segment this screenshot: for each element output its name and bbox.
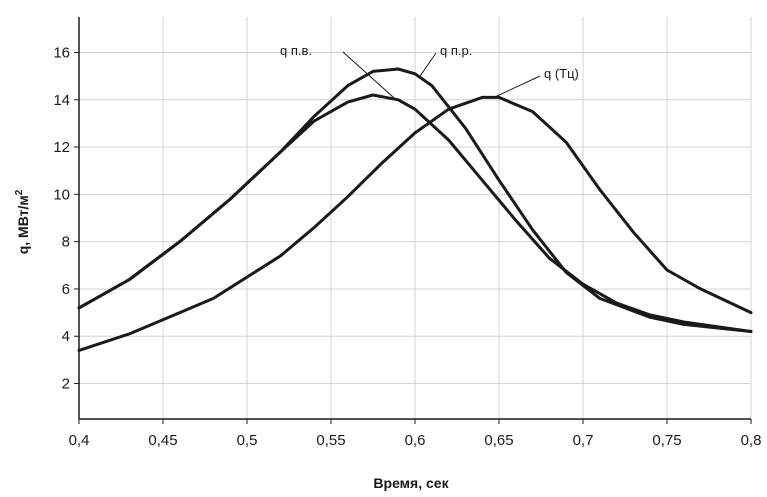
series-label-leader [419, 52, 437, 77]
x-tick-label: 0,45 [148, 432, 177, 449]
series-label-leader [342, 51, 396, 99]
x-tick-label: 0,5 [237, 432, 258, 449]
x-tick-label: 0,55 [316, 432, 345, 449]
y-tick-label: 14 [53, 92, 70, 109]
series-line-2 [77, 67, 753, 333]
y-tick-label: 8 [62, 234, 70, 251]
y-tick-label: 2 [62, 376, 70, 393]
y-tick-label: 16 [53, 44, 70, 61]
tick-labels: 0,4 0,45 0,5 0,55 0,6 0,65 0,7 0,75 0,8 2 4 6 8 10 12 1… [53, 44, 761, 449]
y-axis-title-main: q, МВт/м [15, 195, 31, 254]
y-tick-label: 4 [62, 328, 70, 345]
y-tick-label: 12 [53, 139, 70, 156]
series-label: q п.р. [440, 43, 472, 58]
axes [74, 17, 752, 424]
y-axis-title: q, МВт/м2 [14, 189, 31, 254]
x-tick-label: 0,4 [69, 432, 90, 449]
x-tick-label: 0,6 [405, 432, 426, 449]
x-axis-title: Время, сек [373, 475, 449, 491]
x-tick-label: 0,75 [652, 432, 681, 449]
x-tick-label: 0,7 [573, 432, 594, 449]
series-labels: q п.в. q п.р. q (Тц) [280, 43, 579, 99]
y-axis-title-superscript: 2 [14, 189, 25, 195]
series-line-3 [77, 95, 753, 352]
y-tick-label: 10 [53, 186, 70, 203]
series-label: q (Тц) [544, 66, 579, 81]
series-label-leader [493, 75, 541, 98]
grid-lines [79, 17, 752, 419]
x-tick-label: 0,8 [741, 432, 762, 449]
y-tick-label: 6 [62, 281, 70, 298]
series-label: q п.в. [280, 43, 312, 58]
series-lines [77, 67, 753, 352]
x-tick-label: 0,65 [484, 432, 513, 449]
